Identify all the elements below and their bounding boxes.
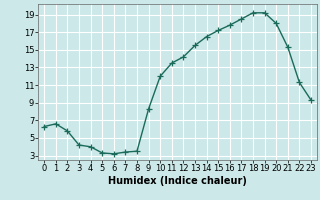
X-axis label: Humidex (Indice chaleur): Humidex (Indice chaleur) bbox=[108, 176, 247, 186]
